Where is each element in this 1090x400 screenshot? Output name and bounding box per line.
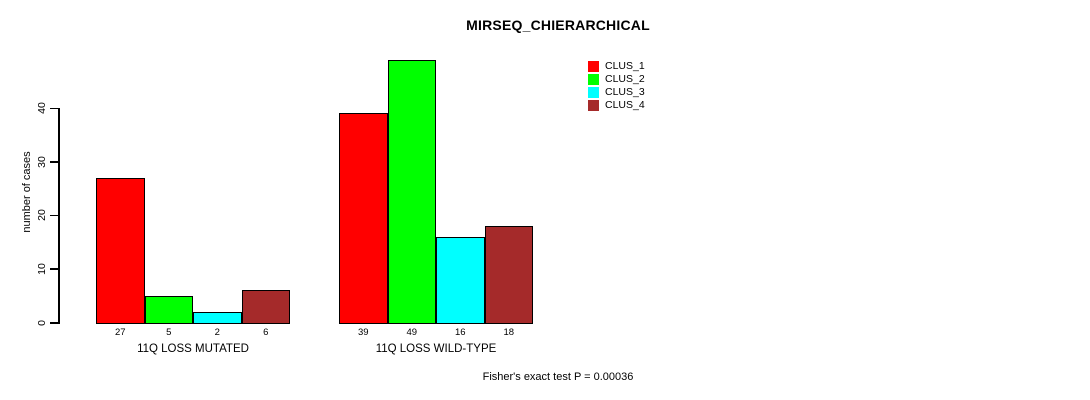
bar-clus_3 xyxy=(193,311,242,324)
bar-value-label: 16 xyxy=(454,327,466,338)
y-tick xyxy=(50,107,58,109)
bar-value-label: 5 xyxy=(166,327,172,338)
y-tick xyxy=(50,161,58,163)
bar-value-label: 6 xyxy=(263,327,269,338)
y-tick xyxy=(50,214,58,217)
y-tick-label: 0 xyxy=(36,319,48,326)
legend-label: CLUS_2 xyxy=(605,73,645,85)
y-axis-line xyxy=(58,108,60,324)
bar-clus_4 xyxy=(484,225,533,324)
legend-swatch-clus_3 xyxy=(588,87,599,98)
legend-label: CLUS_4 xyxy=(605,99,645,111)
bar-clus_2 xyxy=(144,295,193,324)
y-tick-label: 40 xyxy=(36,102,48,114)
category-label: 11Q LOSS MUTATED xyxy=(137,343,249,355)
legend-label: CLUS_3 xyxy=(605,86,645,98)
bar-value-label: 18 xyxy=(503,327,515,338)
y-tick-label: 20 xyxy=(36,209,48,222)
bar-value-label: 27 xyxy=(114,327,126,338)
y-tick xyxy=(50,268,58,270)
bar-value-label: 39 xyxy=(357,327,369,338)
legend-swatch-clus_1 xyxy=(588,61,599,72)
bar-clus_3 xyxy=(436,236,485,324)
bar-value-label: 2 xyxy=(214,327,220,338)
y-tick xyxy=(50,322,58,324)
category-label: 11Q LOSS WILD-TYPE xyxy=(375,343,497,355)
bar-clus_2 xyxy=(387,59,436,324)
bar-clus_1 xyxy=(96,177,145,324)
legend-swatch-clus_2 xyxy=(588,74,599,85)
chart-title: MIRSEQ_CHIERARCHICAL xyxy=(466,17,650,33)
bar-clus_4 xyxy=(241,290,290,324)
legend-label: CLUS_1 xyxy=(605,60,645,72)
y-tick-label: 30 xyxy=(36,155,48,168)
y-axis-label: number of cases xyxy=(21,151,33,233)
bar-clus_1 xyxy=(339,113,388,324)
bar-value-label: 49 xyxy=(406,327,418,338)
y-tick-label: 10 xyxy=(36,263,48,275)
annotation-fisher-test: Fisher's exact test P = 0.00036 xyxy=(482,371,634,383)
legend-swatch-clus_4 xyxy=(588,100,599,111)
